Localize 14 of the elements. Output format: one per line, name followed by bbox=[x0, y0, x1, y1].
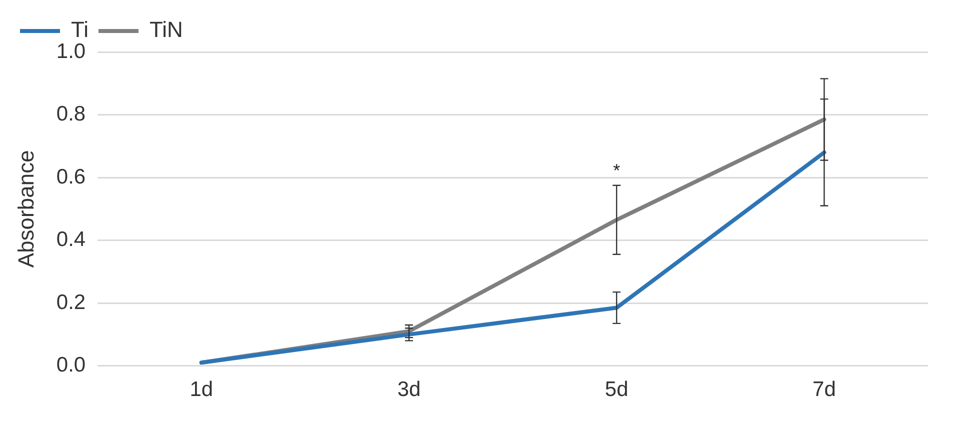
y-tick-label: 1.0 bbox=[56, 40, 86, 63]
x-tick-label: 1d bbox=[190, 378, 214, 402]
y-tick-label: 0.6 bbox=[56, 165, 86, 188]
x-tick-label: 3d bbox=[397, 378, 421, 402]
x-tick-label: 7d bbox=[812, 378, 836, 402]
y-axis-title: Absorbance bbox=[13, 150, 38, 268]
y-tick-label: 0.0 bbox=[56, 354, 86, 377]
annotation: * bbox=[613, 160, 620, 180]
y-tick-label: 0.4 bbox=[56, 228, 86, 252]
y-tick-label: 0.8 bbox=[56, 102, 86, 126]
legend-label: Ti bbox=[71, 17, 89, 42]
y-tick-label: 0.2 bbox=[56, 290, 86, 314]
legend-label: TiN bbox=[150, 17, 183, 42]
x-tick-label: 5d bbox=[604, 378, 628, 402]
